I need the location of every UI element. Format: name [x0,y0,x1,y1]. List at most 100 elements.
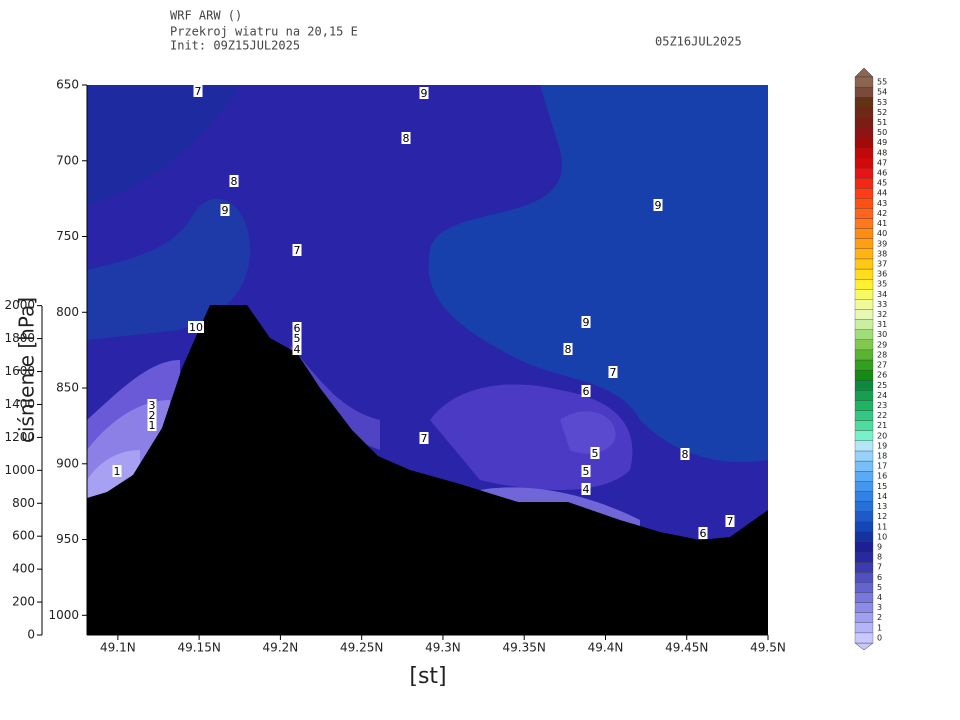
colorbar-box [854,248,874,260]
colorbar-label: 54 [877,88,887,97]
colorbar-box [854,268,874,280]
y-axis-title: ciśnienie [hPa] [15,297,39,443]
contour-label: 8 [403,132,410,145]
region [87,198,250,340]
colorbar-label: 6 [877,573,882,582]
colorbar-label: 45 [877,179,887,188]
y-tick-label: 850 [56,381,79,395]
y2-tick-label: 1800 [4,331,35,345]
colorbar-label: 24 [877,391,887,400]
colorbar-label: 10 [877,532,887,541]
colorbar-label: 5 [877,583,882,592]
colorbar-box [854,228,874,239]
y-tick-label: 1000 [48,608,79,622]
y2-tick-label: 1400 [4,397,35,411]
header-line: Init: 09Z15JUL2025 [170,39,300,53]
colorbar-label: 9 [877,542,882,551]
colorbar-label: 29 [877,340,887,349]
colorbar-label: 31 [877,320,887,329]
colorbar-box [854,147,874,159]
contour-label-box [698,527,708,539]
region [87,85,240,205]
contour-label: 2 [149,409,156,422]
contour-label-box [725,515,735,527]
colorbar-label: 36 [877,270,887,279]
colorbar-box [854,359,874,371]
colorbar-box [854,501,874,512]
contour-label-box [112,465,122,477]
colorbar-box [854,278,874,290]
colorbar-label: 33 [877,300,887,309]
colorbar-label: 19 [877,441,887,450]
colorbar-label: 23 [877,401,887,410]
contour-label-box [419,432,429,444]
colorbar-bottom-arrow [854,642,874,651]
colorbar-label: 50 [877,128,887,137]
colorbar-label: 38 [877,249,887,258]
contour-label-box [581,316,591,328]
contour-label: 8 [231,175,238,188]
colorbar-box [854,289,874,300]
contour-label: 4 [294,343,301,356]
contour-label-box [401,132,411,144]
colorbar-box [854,440,874,452]
contour-label-box [229,175,239,187]
x-axis-title: [st] [409,664,446,689]
colorbar-box [854,167,874,179]
colorbar-box [854,309,874,320]
contour-label-box [147,399,157,411]
colorbar-box [854,86,874,98]
y2-tick-label: 400 [12,562,35,576]
contour-label-box [188,321,204,333]
colorbar-box [854,460,874,472]
colorbar-label: 48 [877,148,887,157]
colorbar-label: 39 [877,239,887,248]
colorbar-label: 14 [877,492,887,501]
colorbar-label: 53 [877,98,887,107]
contour-label: 5 [583,465,590,478]
valid-time: 05Z16JUL2025 [655,35,742,49]
colorbar-label: 35 [877,280,887,289]
x-tick-label: 49.1N [100,641,136,655]
colorbar-label: 13 [877,502,887,511]
colorbar-label: 55 [877,78,887,87]
colorbar-box [854,551,874,563]
x-tick-label: 49.5N [750,641,786,655]
contour-label-box [292,244,302,256]
contour-label-box [590,447,600,459]
contour-label: 6 [294,322,301,335]
colorbar-box [854,218,874,229]
colorbar-box [854,177,874,189]
colorbar-label: 3 [877,603,882,612]
contour-label: 7 [610,366,617,379]
colorbar-box [854,572,874,583]
x-tick-label: 49.25N [340,641,383,655]
header-line: WRF ARW () [170,9,242,23]
region [560,411,616,454]
colorbar-box [854,117,874,128]
y-tick-label: 650 [56,78,79,92]
contour-label-box [581,385,591,397]
colorbar-box [854,582,874,593]
colorbar-label: 44 [877,189,887,198]
colorbar-label: 43 [877,199,887,208]
x-tick-label: 49.3N [425,641,461,655]
contour-label: 10 [189,321,203,334]
y2-tick-label: 200 [12,595,35,609]
y2-tick-label: 2000 [4,298,35,312]
y2-tick-label: 800 [12,496,35,510]
colorbar-box [854,471,874,482]
contour-label: 9 [583,316,590,329]
contour-label: 3 [149,399,156,412]
colorbar-label: 47 [877,158,887,167]
region [430,384,633,490]
colorbar-box [854,107,874,118]
colorbar-box [854,531,874,543]
colorbar-box [854,592,874,603]
colorbar-box [854,127,874,138]
colorbar-label: 41 [877,219,887,228]
colorbar-label: 51 [877,118,887,127]
contour-label: 1 [114,465,121,478]
colorbar-box [854,238,874,249]
contour-label: 7 [727,515,734,528]
